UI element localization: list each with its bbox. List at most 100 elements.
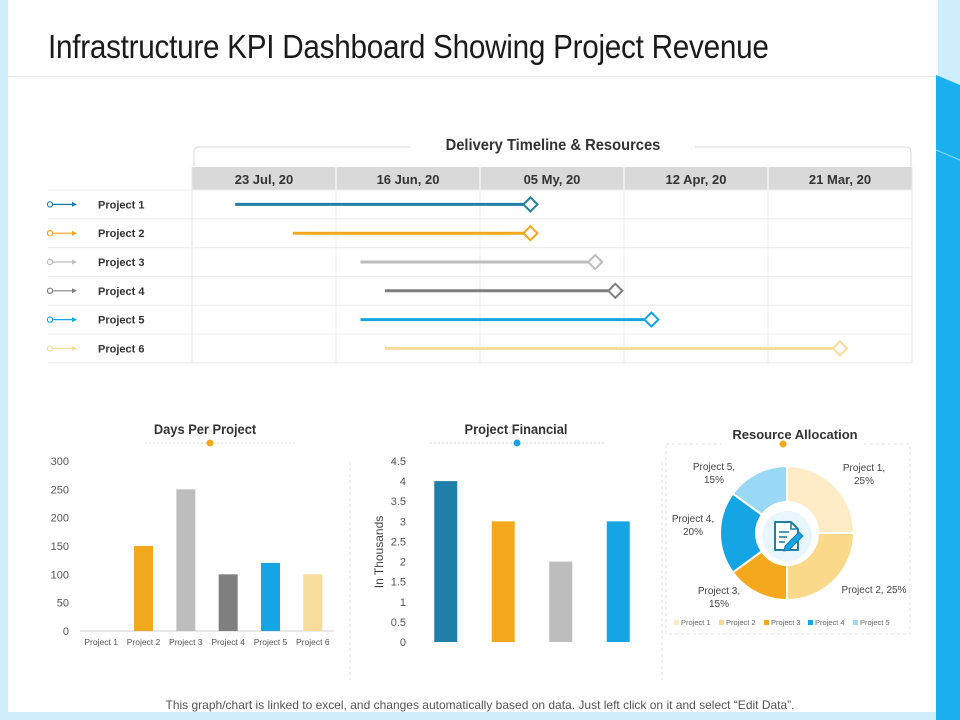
gantt-column-label: 21 Mar, 20 bbox=[809, 172, 871, 187]
fin-ytick-label: 0.5 bbox=[391, 617, 406, 629]
days-bar bbox=[134, 546, 153, 631]
pie-center-badge bbox=[756, 504, 818, 566]
days-bar bbox=[176, 489, 196, 631]
fin-ytick-label: 4.5 bbox=[391, 456, 406, 468]
fin-bar bbox=[549, 561, 573, 642]
gantt-row: Project 2 bbox=[46, 224, 539, 242]
accent-shape bbox=[936, 75, 960, 720]
gantt-row-label: Project 6 bbox=[98, 343, 144, 355]
days-category-label: Project 1 bbox=[84, 637, 118, 647]
pie-chart-title: Resource Allocation bbox=[732, 427, 857, 442]
days-ytick-label: 100 bbox=[51, 569, 69, 581]
title-divider bbox=[8, 76, 936, 77]
days-category-label: Project 4 bbox=[211, 637, 245, 647]
gantt-row-label: Project 4 bbox=[98, 286, 145, 298]
gantt-title-bg bbox=[410, 133, 695, 157]
gantt-row-label: Project 1 bbox=[98, 199, 144, 211]
gantt-title: Delivery Timeline & Resources bbox=[446, 136, 661, 154]
gantt-row-marker-icon bbox=[46, 229, 54, 237]
gantt-column-label: 23 Jul, 20 bbox=[235, 172, 294, 187]
days-ytick-label: 200 bbox=[51, 513, 69, 525]
gantt-column-label: 16 Jun, 20 bbox=[377, 172, 440, 187]
pie-legend-label: Project 3 bbox=[771, 618, 801, 627]
pie-title-dot bbox=[779, 440, 787, 448]
gantt-row-arrow-icon bbox=[72, 201, 77, 207]
days-category-label: Project 2 bbox=[127, 637, 161, 647]
days-category-label: Project 3 bbox=[169, 637, 203, 647]
pie-slice-label: 20% bbox=[683, 527, 703, 538]
gantt-header-bg bbox=[192, 167, 912, 190]
gantt-milestone-diamond bbox=[606, 282, 624, 300]
pie-slice-label: Project 3, bbox=[698, 586, 740, 597]
gantt-row-label: Project 2 bbox=[98, 228, 144, 240]
gantt-row: Project 3 bbox=[46, 253, 604, 271]
pie-title-bg bbox=[722, 425, 862, 445]
gantt-row-marker-icon bbox=[46, 345, 54, 352]
gantt-row: Project 4 bbox=[46, 282, 624, 300]
pie-legend-label: Project 2 bbox=[726, 618, 756, 627]
fin-title-dot bbox=[513, 439, 521, 447]
pie-legend-swatch bbox=[719, 620, 724, 625]
gantt-milestone-diamond bbox=[521, 195, 539, 213]
days-ytick-label: 50 bbox=[57, 598, 69, 610]
pie-slice-label: 15% bbox=[704, 475, 724, 486]
gantt-row-label: Project 3 bbox=[98, 257, 144, 269]
pie-slice-label: Project 2, 25% bbox=[841, 585, 906, 596]
pie-legend-swatch bbox=[808, 620, 813, 625]
days-bar bbox=[261, 563, 280, 631]
gantt-row-arrow-icon bbox=[72, 345, 77, 351]
pie-legend-swatch bbox=[764, 620, 769, 625]
accent-stripe bbox=[936, 75, 960, 720]
pie-legend-label: Project 1 bbox=[681, 618, 711, 627]
gantt-row: Project 5 bbox=[46, 311, 660, 329]
pie-slice-label: 25% bbox=[854, 476, 874, 487]
fin-ytick-label: 3.5 bbox=[391, 496, 406, 508]
gantt-row-arrow-icon bbox=[72, 288, 77, 294]
fin-bar bbox=[434, 481, 458, 642]
days-category-label: Project 6 bbox=[296, 637, 330, 647]
days-ytick-label: 150 bbox=[51, 541, 69, 553]
pie-slice-label: 15% bbox=[709, 599, 729, 610]
pie-legend-swatch bbox=[674, 620, 679, 625]
fin-ytick-label: 4 bbox=[400, 476, 406, 488]
gantt-row-arrow-icon bbox=[72, 317, 77, 323]
gantt-row-marker-icon bbox=[46, 201, 54, 208]
gantt-row-marker-icon bbox=[46, 287, 54, 294]
days-ytick-label: 250 bbox=[51, 484, 69, 496]
days-ytick-label: 0 bbox=[63, 626, 69, 638]
pie-legend-swatch bbox=[853, 620, 858, 625]
pie-slice bbox=[786, 464, 856, 534]
pie-slice-label: Project 4, bbox=[672, 514, 714, 525]
pie-legend-label: Project 4 bbox=[815, 618, 845, 627]
gantt-milestone-diamond bbox=[586, 253, 604, 271]
days-chart-title: Days Per Project bbox=[154, 422, 257, 438]
document-pen-icon bbox=[774, 521, 804, 552]
gantt-column-label: 12 Apr, 20 bbox=[666, 172, 727, 187]
days-title-dot bbox=[206, 439, 214, 447]
days-ytick-label: 300 bbox=[51, 456, 69, 468]
pie-legend-label: Project 5 bbox=[860, 618, 890, 627]
accent-line bbox=[936, 149, 960, 161]
pie-slice-label: Project 1, bbox=[843, 463, 885, 474]
fin-bar bbox=[606, 521, 630, 642]
gantt-row-arrow-icon bbox=[72, 259, 77, 265]
gantt-row-marker-icon bbox=[46, 316, 54, 323]
pie-slice bbox=[731, 464, 788, 517]
pie-slice-label: Project 5, bbox=[693, 462, 735, 473]
gantt-row-arrow-icon bbox=[72, 230, 77, 236]
gantt-milestone-diamond bbox=[642, 311, 660, 329]
delivery-timeline-chart: Delivery Timeline & Resources 23 Jul, 20… bbox=[46, 133, 913, 364]
footer-note: This graph/chart is linked to excel, and… bbox=[165, 698, 795, 712]
fin-ytick-label: 1.5 bbox=[391, 577, 406, 589]
gantt-milestone-diamond bbox=[831, 339, 849, 357]
gantt-row: Project 6 bbox=[46, 339, 849, 357]
page-title: Infrastructure KPI Dashboard Showing Pro… bbox=[48, 28, 769, 65]
gantt-row-marker-icon bbox=[46, 258, 54, 266]
fin-bar bbox=[491, 521, 515, 642]
fin-ytick-label: 0 bbox=[400, 637, 406, 649]
days-bar bbox=[303, 574, 323, 631]
